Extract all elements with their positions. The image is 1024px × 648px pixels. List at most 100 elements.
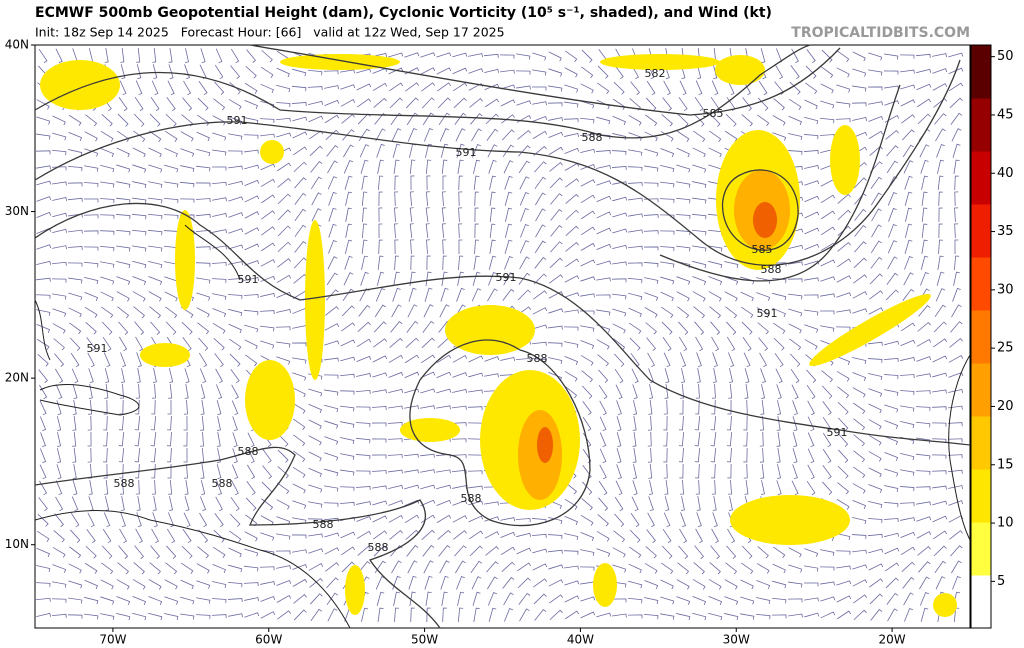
wind-barb <box>132 245 147 252</box>
wind-barb <box>116 164 131 173</box>
wind-barb <box>868 467 882 478</box>
wind-barb <box>837 401 849 415</box>
wind-barb <box>711 336 720 352</box>
wind-barb <box>200 496 207 512</box>
wind-barb <box>611 166 627 170</box>
wind-barb <box>905 207 913 222</box>
wind-barb <box>791 480 799 496</box>
contour-label: 588 <box>368 541 389 554</box>
wind-barb <box>244 179 260 186</box>
wind-barb <box>292 549 307 554</box>
wind-barb <box>487 288 498 302</box>
wind-barb <box>819 310 835 315</box>
wind-barb <box>164 130 178 142</box>
wind-barb <box>118 415 125 431</box>
wind-barb <box>900 421 915 429</box>
wind-barb <box>200 464 205 479</box>
wind-barb <box>904 607 914 622</box>
wind-barb <box>404 52 420 58</box>
wind-barb <box>515 70 531 75</box>
wind-barb <box>261 226 276 236</box>
wind-barb <box>788 547 802 558</box>
wind-barb <box>311 208 322 222</box>
wind-barb <box>40 416 47 432</box>
wind-barb <box>616 400 622 416</box>
wind-barb <box>741 562 754 575</box>
wind-barb <box>472 591 481 606</box>
wind-barb <box>919 592 930 606</box>
wind-barb <box>662 528 672 544</box>
wind-barb <box>915 406 931 411</box>
wind-barb <box>919 144 930 158</box>
wind-barb <box>361 607 369 622</box>
wind-barb <box>184 384 189 399</box>
wind-barb <box>164 164 179 173</box>
wind-barb <box>474 207 479 223</box>
wind-barb <box>260 100 275 109</box>
wind-barb <box>804 260 820 266</box>
wind-barb <box>612 244 628 250</box>
wind-barb <box>167 447 172 463</box>
wind-barb <box>276 274 292 283</box>
wind-barb <box>456 143 465 158</box>
wind-barb <box>549 594 564 604</box>
wind-barb <box>917 321 931 332</box>
wind-barb <box>356 68 372 74</box>
wind-barb <box>328 207 337 222</box>
wind-barb <box>216 448 221 463</box>
wind-barb <box>899 502 915 507</box>
wind-barb <box>404 388 420 394</box>
wind-barb <box>67 166 83 172</box>
wind-barb <box>696 368 701 383</box>
wind-barb <box>853 418 866 431</box>
wind-barb <box>643 230 659 235</box>
wind-barb <box>596 195 612 203</box>
contour <box>249 44 841 116</box>
wind-barb <box>362 223 368 239</box>
wind-barb <box>932 68 948 74</box>
wind-barb <box>456 575 465 590</box>
wind-barb <box>837 50 850 63</box>
wind-barb <box>452 67 468 75</box>
wind-barb <box>515 357 531 362</box>
wind-barb <box>487 592 498 606</box>
wind-barb <box>627 262 643 267</box>
wind-barb <box>787 598 803 603</box>
wind-barb <box>292 68 307 77</box>
wind-barb <box>339 390 355 395</box>
wind-barb <box>611 150 627 155</box>
wind-barb <box>806 480 816 496</box>
wind-barb <box>292 116 308 122</box>
wind-barb <box>726 321 737 335</box>
wind-barb <box>820 581 835 586</box>
wind-barb <box>260 581 275 586</box>
wind-barb <box>117 562 129 575</box>
wind-barb <box>836 309 851 314</box>
wind-barb <box>869 273 883 285</box>
wind-barb <box>325 562 340 572</box>
wind-barb <box>903 272 914 286</box>
wind-barb <box>934 560 947 573</box>
wind-barb <box>216 416 221 431</box>
wind-barb <box>548 308 564 314</box>
wind-barb <box>900 405 915 412</box>
wind-barb <box>216 432 221 447</box>
wind-barb <box>228 261 243 266</box>
wind-barb <box>580 83 594 94</box>
wind-barb <box>182 97 193 111</box>
wind-barb <box>149 113 161 127</box>
wind-barb <box>948 355 964 363</box>
wind-barb <box>564 498 578 510</box>
contour-label: 588 <box>114 477 135 490</box>
wind-barb <box>275 102 291 108</box>
wind-barb <box>357 545 371 556</box>
wind-barb <box>676 596 691 605</box>
wind-barb <box>276 579 292 586</box>
wind-barb <box>437 529 451 540</box>
wind-barb <box>118 447 125 463</box>
wind-barb <box>360 271 369 286</box>
wind-barb <box>214 64 224 80</box>
wind-barb <box>948 52 964 58</box>
wind-barb <box>438 112 451 126</box>
wind-barb <box>712 512 718 528</box>
